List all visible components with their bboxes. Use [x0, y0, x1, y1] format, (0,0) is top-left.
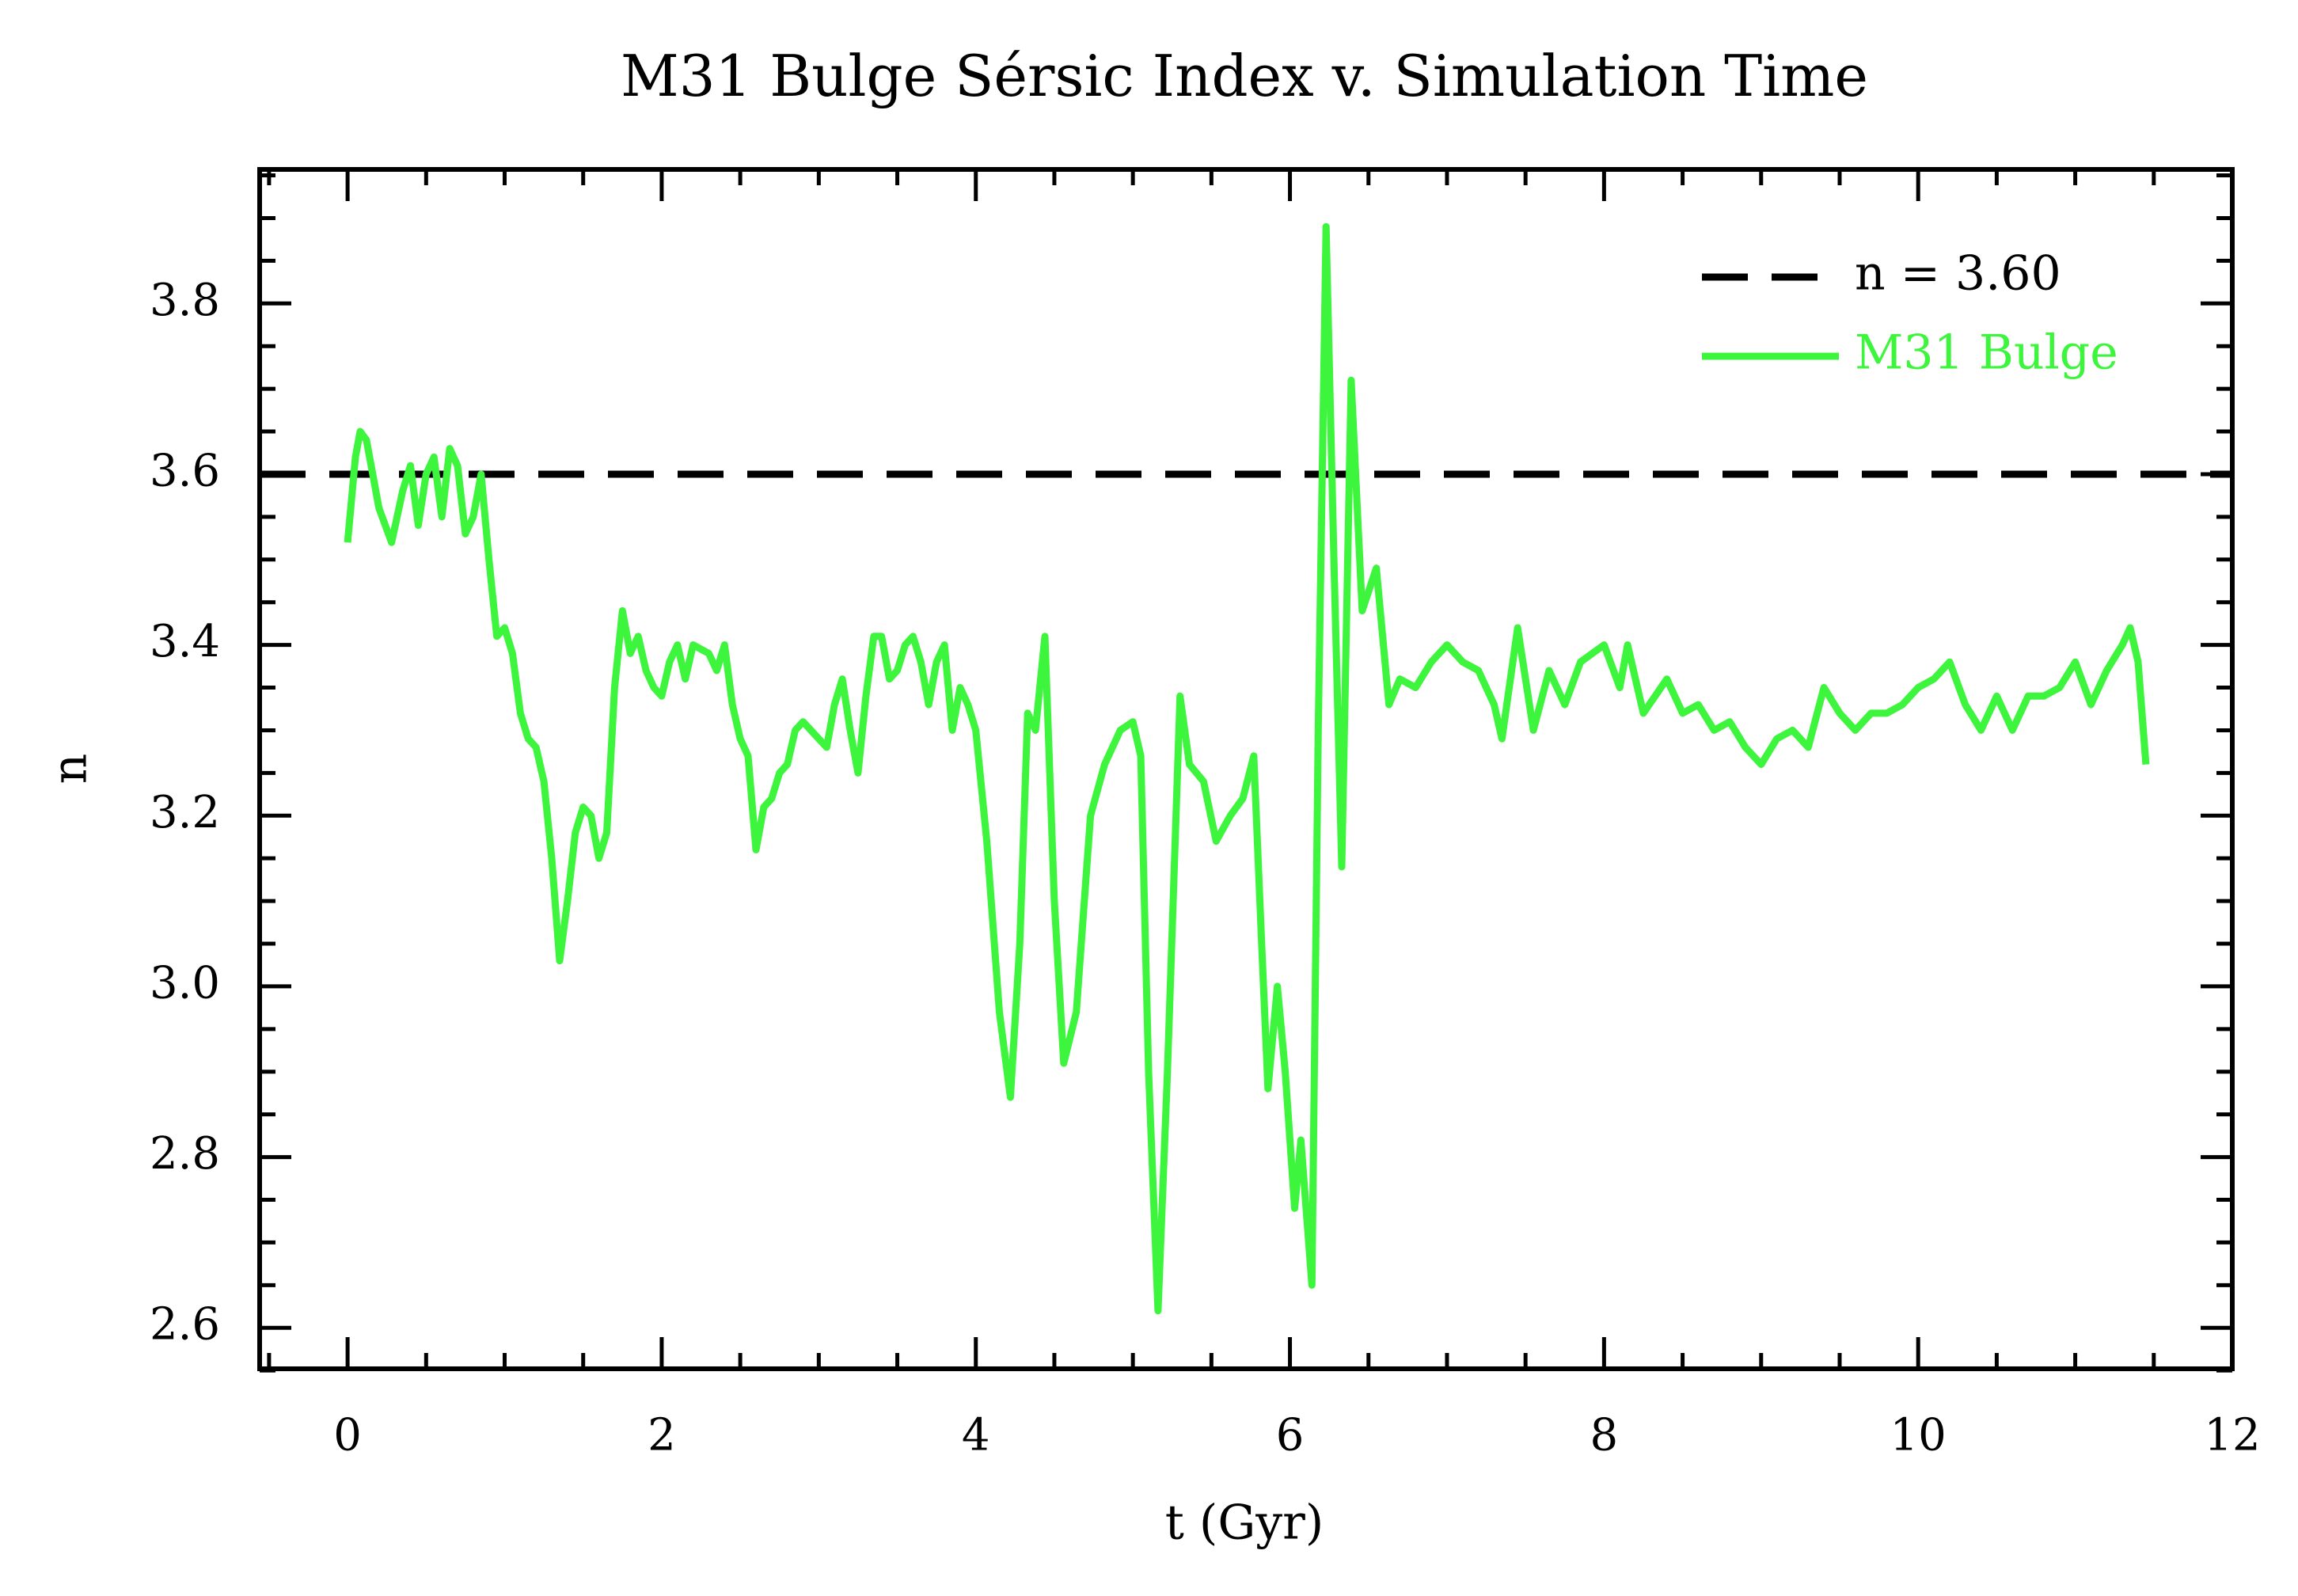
y-tick-label: 3.0: [150, 957, 220, 1009]
chart-title: M31 Bulge Sérsic Index v. Simulation Tim…: [621, 43, 1868, 109]
plot-frame: [257, 167, 2235, 1371]
x-tick-label: 10: [1890, 1410, 1947, 1461]
y-tick-label: 2.8: [150, 1128, 220, 1180]
y-tick-label: 3.8: [150, 275, 220, 326]
x-tick-label: 2: [648, 1410, 676, 1461]
y-tick-label: 3.4: [150, 616, 220, 667]
x-tick-label: 6: [1276, 1410, 1305, 1461]
x-tick-label: 8: [1590, 1410, 1619, 1461]
y-axis-label: n: [43, 754, 98, 785]
legend-label: n = 3.60: [1855, 246, 2061, 302]
legend-label: M31 Bulge: [1855, 325, 2118, 381]
y-tick-label: 3.2: [150, 787, 220, 838]
y-tick-label: 3.6: [150, 445, 220, 496]
x-tick-label: 0: [333, 1410, 362, 1461]
y-tick-label: 2.6: [150, 1299, 220, 1351]
x-tick-label: 12: [2204, 1410, 2260, 1461]
x-tick-label: 4: [962, 1410, 990, 1461]
data-line: [344, 222, 2150, 1315]
x-axis-label: t (Gyr): [1165, 1495, 1324, 1551]
